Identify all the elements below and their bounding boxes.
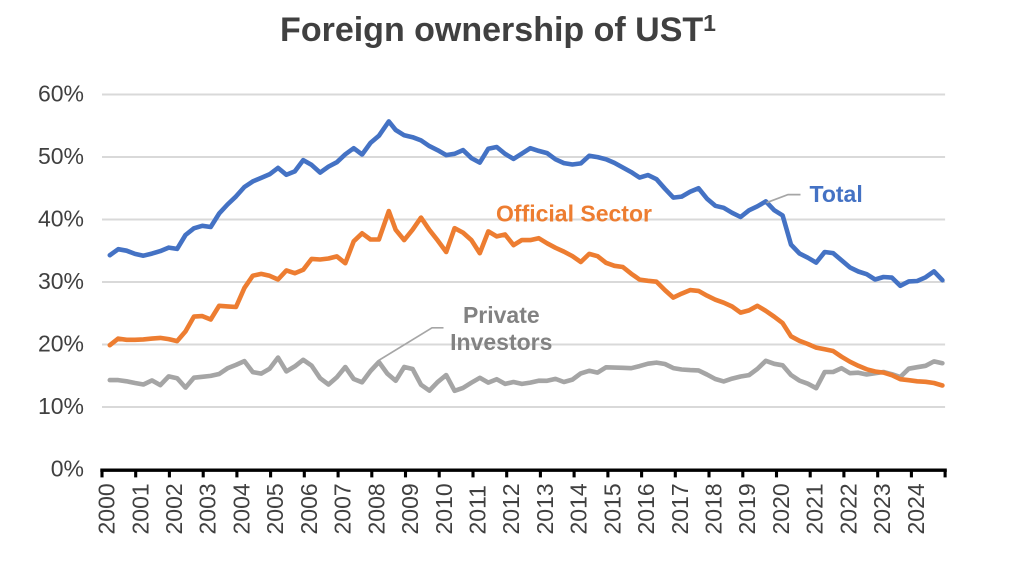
- svg-text:2007: 2007: [330, 483, 356, 534]
- svg-text:Official Sector: Official Sector: [496, 201, 652, 227]
- svg-text:20%: 20%: [38, 331, 84, 357]
- svg-text:2010: 2010: [431, 483, 457, 534]
- svg-text:2008: 2008: [363, 483, 389, 534]
- svg-text:2014: 2014: [566, 483, 592, 534]
- svg-text:0%: 0%: [51, 456, 84, 482]
- svg-text:Foreign ownership of UST1: Foreign ownership of UST1: [280, 10, 716, 49]
- svg-text:2000: 2000: [94, 483, 120, 534]
- svg-text:2019: 2019: [734, 483, 760, 534]
- svg-text:2020: 2020: [768, 483, 794, 534]
- svg-text:Investors: Investors: [450, 329, 552, 355]
- svg-text:2012: 2012: [498, 483, 524, 534]
- svg-text:10%: 10%: [38, 393, 84, 419]
- svg-text:40%: 40%: [38, 206, 84, 232]
- svg-text:2003: 2003: [195, 483, 221, 534]
- svg-text:2005: 2005: [262, 483, 288, 534]
- svg-text:Private: Private: [463, 302, 540, 328]
- svg-text:2009: 2009: [397, 483, 423, 534]
- svg-text:2001: 2001: [127, 483, 153, 534]
- svg-text:2024: 2024: [903, 483, 929, 534]
- svg-text:2016: 2016: [633, 483, 659, 534]
- svg-text:60%: 60%: [38, 81, 84, 107]
- svg-text:2017: 2017: [667, 483, 693, 534]
- svg-text:2023: 2023: [869, 483, 895, 534]
- svg-text:50%: 50%: [38, 143, 84, 169]
- svg-text:2015: 2015: [599, 483, 625, 534]
- svg-text:2002: 2002: [161, 483, 187, 534]
- svg-text:2004: 2004: [229, 483, 255, 534]
- svg-text:2018: 2018: [701, 483, 727, 534]
- svg-text:2013: 2013: [532, 483, 558, 534]
- svg-text:Total: Total: [810, 181, 863, 207]
- svg-text:2011: 2011: [465, 485, 491, 534]
- svg-text:2022: 2022: [835, 483, 861, 534]
- svg-text:30%: 30%: [38, 268, 84, 294]
- svg-text:2006: 2006: [296, 483, 322, 534]
- svg-text:2021: 2021: [802, 483, 828, 534]
